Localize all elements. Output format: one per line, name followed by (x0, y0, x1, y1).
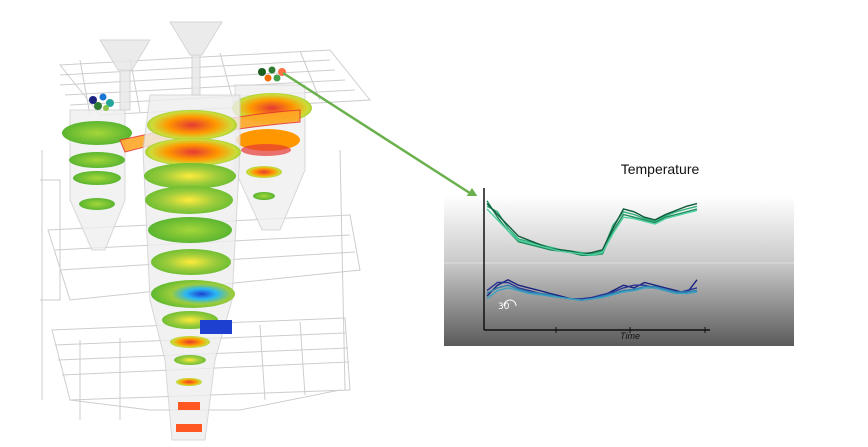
right-cyclone (232, 66, 312, 231)
series-line-4 (486, 208, 698, 257)
temperature-chart (444, 188, 794, 346)
main-riser (142, 94, 241, 441)
chart-title: Temperature (620, 161, 700, 177)
left-cyclone (62, 93, 132, 251)
series-line-2 (486, 205, 698, 255)
x-ticks (555, 327, 706, 333)
chart-xlabel: Time (620, 331, 640, 341)
chart-series (486, 200, 698, 301)
chart-ylabel: 30 (498, 302, 510, 312)
series-line-8 (486, 287, 698, 301)
hoppers (99, 21, 223, 111)
ylabel-arc (503, 299, 517, 307)
series-line-3 (486, 202, 698, 255)
connector-arrow (282, 71, 480, 200)
